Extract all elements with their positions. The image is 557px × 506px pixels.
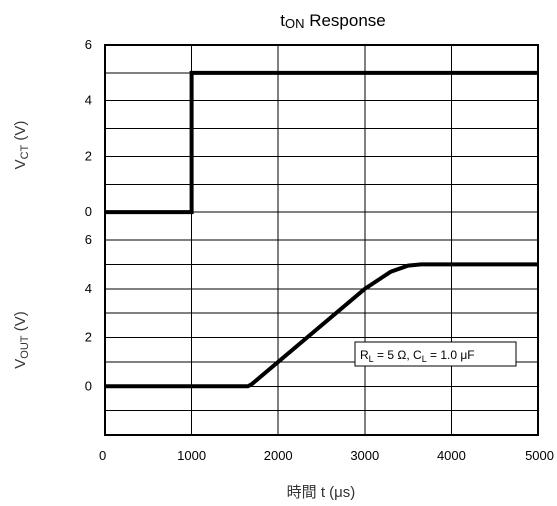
plot-frame xyxy=(104,44,539,436)
y-tick-label: 0 xyxy=(85,204,92,219)
annotation-box: RL = 5 Ω, CL = 1.0 μF xyxy=(354,341,517,367)
y-axis-label-bottom: VOUT (V) xyxy=(12,311,31,368)
x-tick-label: 5000 xyxy=(525,448,554,463)
x-tick-label: 3000 xyxy=(350,448,379,463)
x-tick-labels: 0 1000 2000 3000 4000 5000 xyxy=(99,448,554,463)
y-tick-label: 0 xyxy=(85,378,92,393)
y-tick-label: 6 xyxy=(85,37,92,52)
y-tick-label: 2 xyxy=(85,330,92,345)
y-tick-label: 2 xyxy=(85,148,92,163)
y-tick-labels: 0 2 4 6 0 2 4 6 xyxy=(85,37,92,393)
annotation-text: RL = 5 Ω, CL = 1.0 μF xyxy=(360,348,475,364)
y-axis-label-top: VCT (V) xyxy=(12,121,31,170)
x-tick-label: 2000 xyxy=(264,448,293,463)
plot-grid xyxy=(105,45,538,435)
chart-title: tON Response xyxy=(280,11,386,31)
series-line-vout xyxy=(105,262,538,389)
y-tick-label: 4 xyxy=(85,93,92,108)
x-tick-label: 0 xyxy=(99,448,106,463)
y-tick-label: 6 xyxy=(85,232,92,247)
y-tick-label: 4 xyxy=(85,281,92,296)
x-tick-label: 1000 xyxy=(177,448,206,463)
x-axis-label: 時間 t (μs) xyxy=(287,484,356,501)
series-line-vct xyxy=(105,70,538,215)
x-tick-label: 4000 xyxy=(437,448,466,463)
